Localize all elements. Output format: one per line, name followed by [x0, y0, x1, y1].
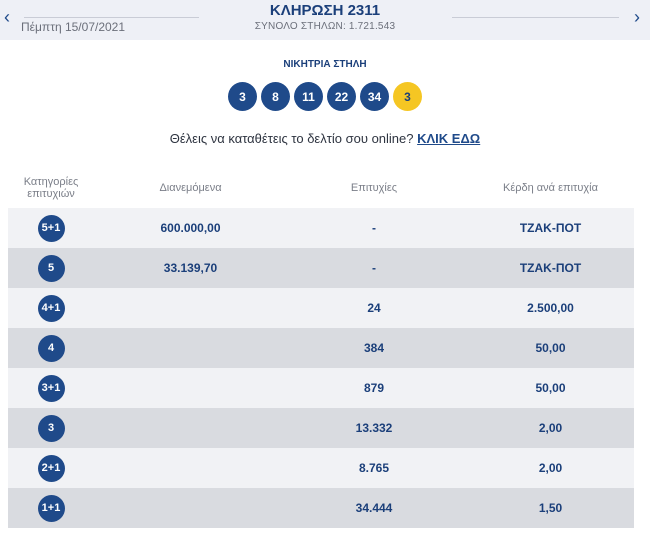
online-promo-text: Θέλεις να καταθέτεις το δελτίο σου onlin… — [169, 131, 418, 146]
header-prize: Κέρδη ανά επιτυχία — [503, 182, 598, 194]
winning-numbers: 3 8 11 22 34 3 — [0, 82, 650, 111]
distributed-cell — [108, 328, 273, 368]
distributed-cell — [108, 408, 273, 448]
header-divider-left — [24, 17, 199, 18]
table-row: 3 13.332 2,00 — [8, 408, 634, 448]
winners-cell: 879 — [363, 381, 385, 395]
distributed-cell — [108, 368, 273, 408]
distributed-cell — [108, 488, 273, 528]
table-row: 5 33.139,70 - ΤΖΑΚ-ΠΟΤ — [8, 248, 634, 288]
table-row: 4+1 24 2.500,00 — [8, 288, 634, 328]
category-badge: 3+1 — [37, 374, 65, 402]
header-categories: Κατηγορίες επιτυχιών — [23, 176, 79, 200]
distributed-cell — [108, 448, 273, 488]
distributed-cell — [108, 288, 273, 328]
winning-number-ball: 8 — [261, 82, 290, 111]
category-badge: 1+1 — [37, 494, 65, 522]
header-winners: Επιτυχίες — [350, 182, 398, 194]
category-badge: 4+1 — [37, 294, 65, 322]
winners-cell: 34.444 — [355, 501, 393, 515]
table-row: 2+1 8.765 2,00 — [8, 448, 634, 488]
category-badge: 2+1 — [37, 454, 65, 482]
winners-cell: 13.332 — [355, 421, 393, 435]
chevron-right-icon[interactable]: › — [634, 7, 640, 27]
draw-date: Πέμπτη 15/07/2021 — [21, 20, 126, 34]
winners-cell: - — [372, 221, 376, 235]
winners-cell: - — [372, 261, 376, 275]
distributed-cell: 600.000,00 — [160, 221, 221, 235]
prize-cell: 2,00 — [538, 421, 563, 435]
winning-number-ball: 11 — [294, 82, 323, 111]
header-distributed: Διανεμόμενα — [159, 182, 222, 194]
chevron-left-icon[interactable]: ‹ — [4, 7, 10, 27]
click-here-link[interactable]: ΚΛΙΚ ΕΔΩ — [417, 131, 481, 146]
prize-cell: 2,00 — [538, 461, 563, 475]
prize-cell: ΤΖΑΚ-ΠΟΤ — [519, 221, 582, 235]
online-promo: Θέλεις να καταθέτεις το δελτίο σου onlin… — [0, 131, 650, 146]
winners-cell: 8.765 — [358, 461, 390, 475]
draw-header: ‹ Πέμπτη 15/07/2021 ΚΛΗΡΩΣΗ 2311 ΣΥΝΟΛΟ … — [0, 0, 650, 40]
table-row: 4 384 50,00 — [8, 328, 634, 368]
distributed-cell: 33.139,70 — [163, 261, 218, 275]
joker-ball: 3 — [393, 82, 422, 111]
category-badge: 5+1 — [37, 214, 65, 242]
table-row: 3+1 879 50,00 — [8, 368, 634, 408]
winning-number-ball: 22 — [327, 82, 356, 111]
draw-title: ΚΛΗΡΩΣΗ 2311 — [269, 2, 381, 19]
table-header: Κατηγορίες επιτυχιών Διανεμόμενα Επιτυχί… — [8, 168, 634, 208]
category-badge: 3 — [37, 414, 65, 442]
winners-cell: 24 — [367, 301, 381, 315]
winning-column-label: ΝΙΚΗΤΡΙΑ ΣΤΗΛΗ — [283, 59, 367, 70]
total-columns: ΣΥΝΟΛΟ ΣΤΗΛΩΝ: 1.721.543 — [254, 21, 396, 32]
category-badge: 5 — [37, 254, 65, 282]
table-row: 5+1 600.000,00 - ΤΖΑΚ-ΠΟΤ — [8, 208, 634, 248]
header-divider-right — [452, 17, 619, 18]
winning-number-ball: 34 — [360, 82, 389, 111]
table-row: 1+1 34.444 1,50 — [8, 488, 634, 528]
prize-cell: 1,50 — [538, 501, 563, 515]
winners-cell: 384 — [363, 341, 385, 355]
prize-cell: ΤΖΑΚ-ΠΟΤ — [519, 261, 582, 275]
category-badge: 4 — [37, 334, 65, 362]
prize-cell: 50,00 — [535, 381, 566, 395]
prize-cell: 50,00 — [535, 341, 566, 355]
prize-cell: 2.500,00 — [527, 301, 574, 315]
winning-number-ball: 3 — [228, 82, 257, 111]
